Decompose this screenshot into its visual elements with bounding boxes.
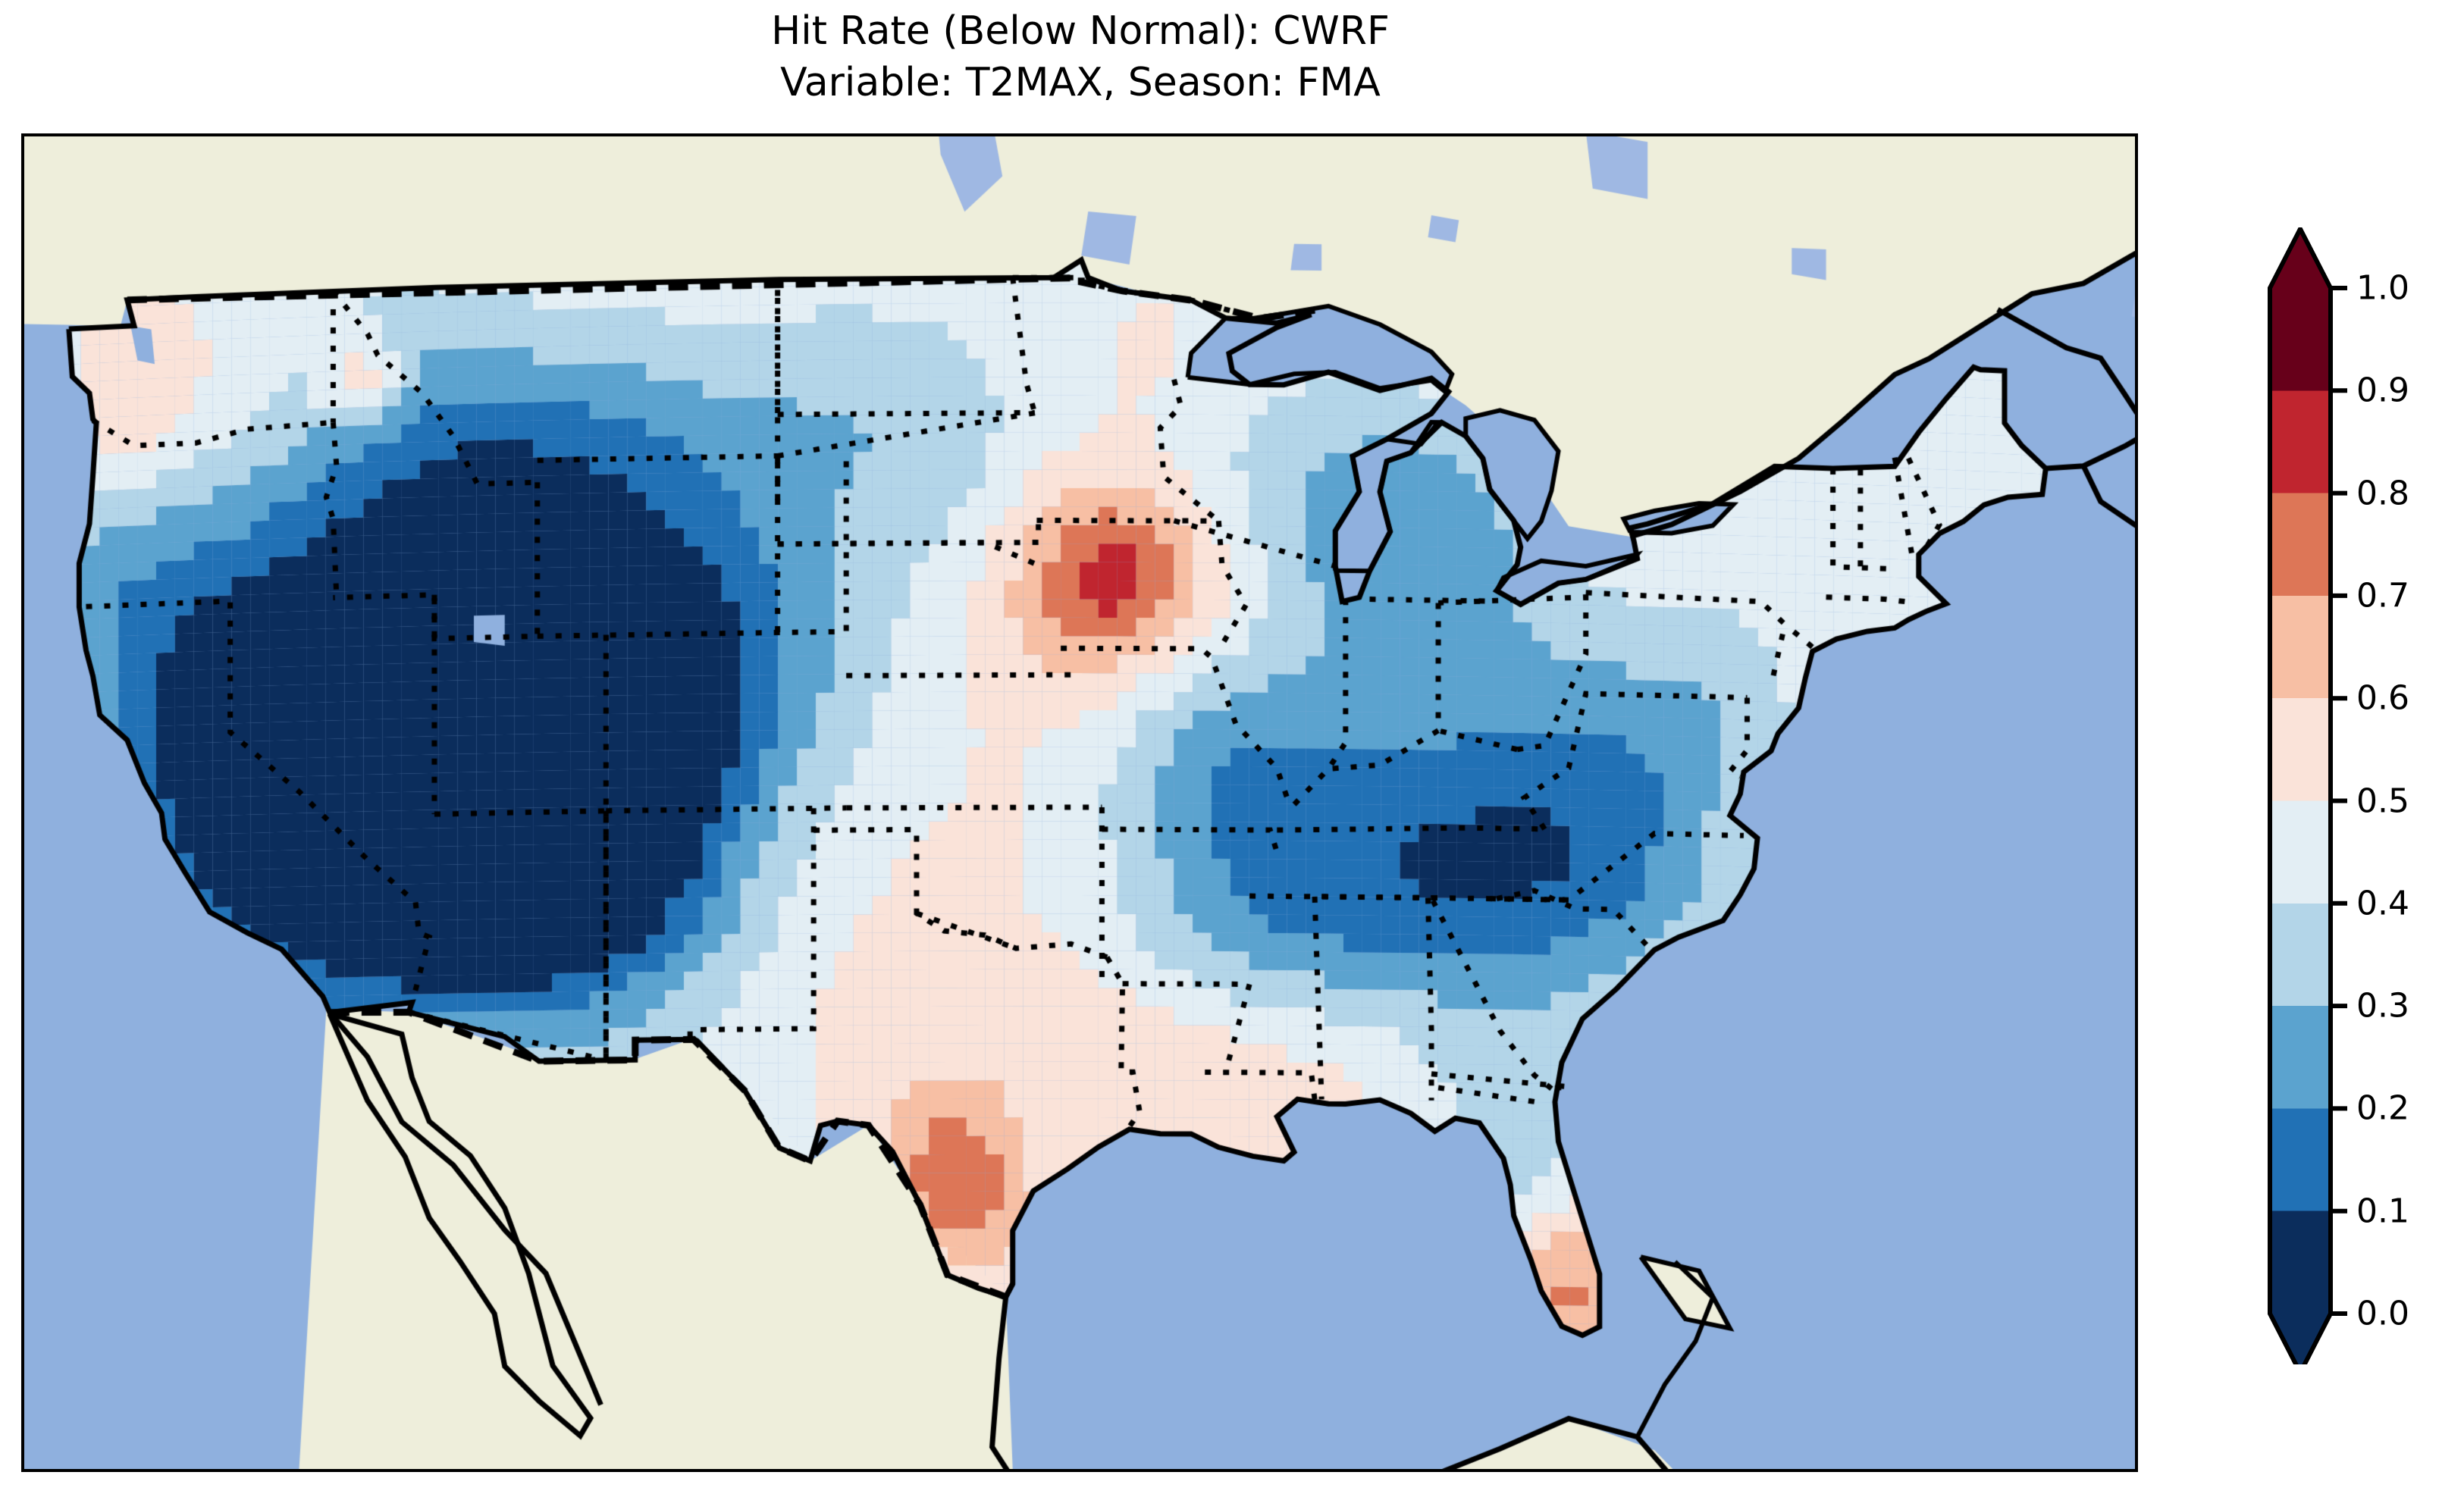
colorbar-tick-label: 0.7 [2356,576,2409,615]
colorbar-tick-label: 1.0 [2356,268,2409,308]
colorbar-tick-label: 0.0 [2356,1294,2409,1333]
title-line-2: Variable: T2MAX, Season: FMA [780,59,1381,105]
colorbar-tick-label: 0.2 [2356,1088,2409,1128]
map-axes [21,133,2138,1472]
title-line-1: Hit Rate (Below Normal): CWRF [771,8,1390,54]
colorbar-tick-label: 0.8 [2356,474,2409,513]
page-title: Hit Rate (Below Normal): CWRF Variable: … [0,6,2161,108]
colorbar-axis-label-text: Hit Rate [2460,728,2464,863]
colorbar-tick-label: 0.3 [2356,986,2409,1026]
colorbar-tick-label: 0.1 [2356,1192,2409,1231]
colorbar-tick-label: 0.4 [2356,884,2409,923]
colorbar-tick-label: 0.5 [2356,781,2409,820]
colorbar-axis-label: Hit Rate [2412,227,2464,1364]
colorbar-tick-label: 0.6 [2356,678,2409,718]
colorbar: Hit Rate 1.0 0.9 0.8 0.7 0.6 0.5 0.4 0.3 0.2 0.1 0… [2264,227,2464,1364]
colorbar-gradient [2268,227,2347,1364]
hit-rate-heatmap-canvas [24,136,2135,1469]
colorbar-tick-label: 0.9 [2356,371,2409,410]
